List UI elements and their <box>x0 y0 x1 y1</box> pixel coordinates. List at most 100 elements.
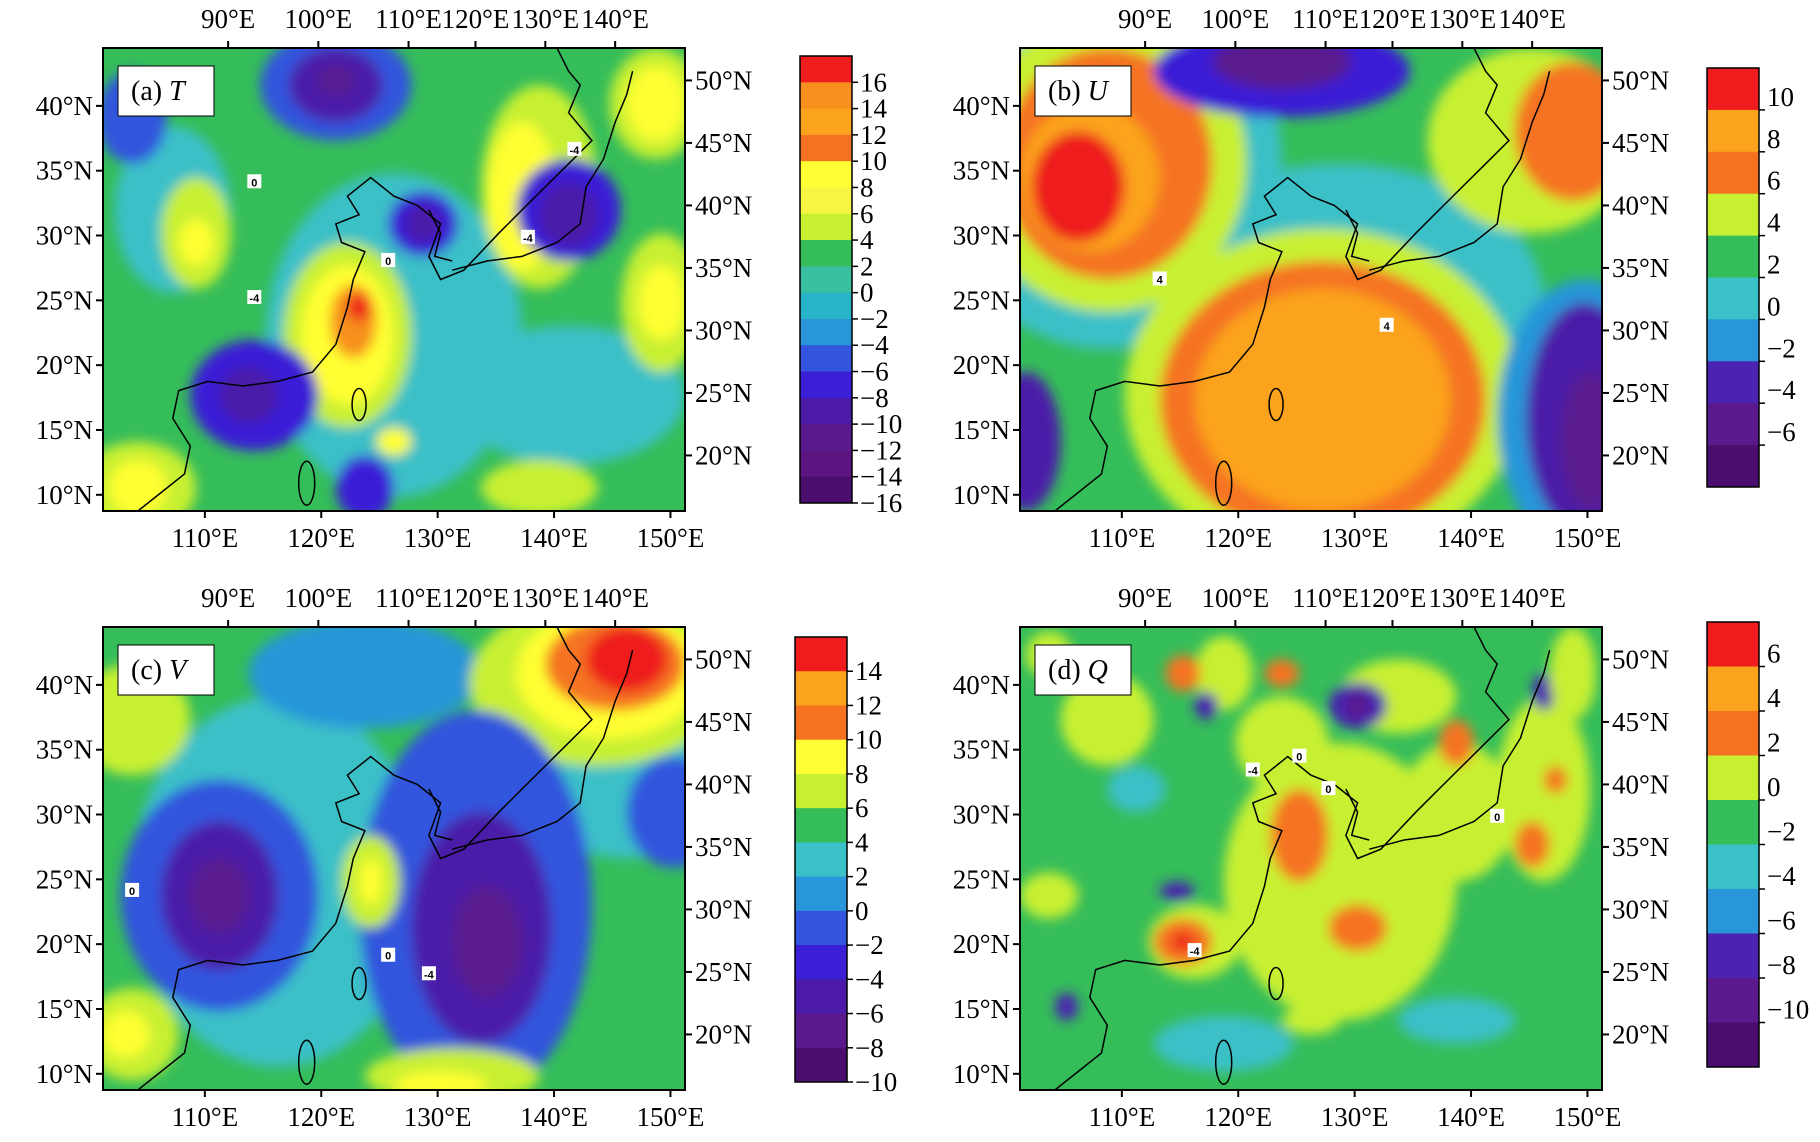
panel-label-prefix: (b) <box>1048 76 1088 107</box>
left-axis-label: 25°N <box>36 864 93 894</box>
contour-blob <box>1031 131 1125 243</box>
left-axis-label: 25°N <box>953 864 1010 894</box>
left-axis-label: 35°N <box>953 156 1010 186</box>
top-axis-label: 130°E <box>511 4 579 34</box>
colorbar-segment <box>800 397 852 425</box>
contour-blob <box>1281 1006 1341 1035</box>
coastline-japan <box>452 71 634 271</box>
contour-blob <box>1020 872 1079 919</box>
right-axis-label: 50°N <box>695 65 752 95</box>
panel-label-text: (c) V <box>131 655 189 686</box>
bottom-axis-label: 120°E <box>287 1102 355 1132</box>
contour-label-box <box>247 174 262 189</box>
colorbar-segment <box>1707 711 1759 756</box>
colorbar-label: 8 <box>855 759 869 789</box>
bottom-axis-label: 140°E <box>520 1102 588 1132</box>
panel-label-box <box>1034 65 1132 117</box>
colorbar-label: −4 <box>860 330 889 360</box>
coastline-japan <box>1369 649 1551 850</box>
contour-blob <box>248 627 482 729</box>
colorbar-label: 4 <box>855 827 869 857</box>
taiwan-outline <box>351 387 367 422</box>
taiwan-outline <box>1268 387 1284 422</box>
colorbar-segment <box>800 266 852 294</box>
panel-label: (d) Q <box>1034 644 1132 696</box>
contour-label-box <box>421 966 436 981</box>
top-axis-label: 130°E <box>1428 4 1496 34</box>
contour-label: -4 <box>1190 946 1201 958</box>
right-axis-label: 35°N <box>695 832 752 862</box>
left-axis-label: 40°N <box>953 670 1010 700</box>
left-axis-label: 20°N <box>953 929 1010 959</box>
coastline <box>137 48 593 511</box>
colorbar-label: 2 <box>855 862 869 892</box>
contour-label-box <box>1187 943 1202 958</box>
contour-label: 0 <box>1296 752 1302 764</box>
left-axis-label: 40°N <box>36 670 93 700</box>
contour-blob <box>1020 372 1061 511</box>
top-axis-label: 120°E <box>442 583 510 613</box>
contour-blob <box>452 325 685 465</box>
contour-blob <box>481 460 598 511</box>
colorbar-segment <box>800 161 852 188</box>
colorbar-segment <box>800 56 852 83</box>
colorbar-segment <box>800 424 852 451</box>
left-axis-label: 10°N <box>36 1059 93 1089</box>
contour-blob <box>1107 765 1166 813</box>
contour-blob <box>190 858 249 933</box>
colorbar-label: 8 <box>1767 124 1781 154</box>
bottom-axis-label: 140°E <box>1437 523 1505 553</box>
colorbar-label: 16 <box>860 67 887 97</box>
colorbar-label: −4 <box>1767 861 1796 891</box>
colorbar-label: 2 <box>1767 250 1781 280</box>
colorbar-segment <box>1707 445 1759 488</box>
contour-blob <box>219 367 278 424</box>
right-axis-label: 35°N <box>1612 253 1669 283</box>
colorbar-segment <box>1707 109 1759 153</box>
right-axis-label: 20°N <box>1612 440 1669 470</box>
contour-blob <box>347 293 371 322</box>
panel-label-var: T <box>169 76 187 107</box>
bottom-axis-label: 110°E <box>171 1102 238 1132</box>
top-axis-label: 100°E <box>1201 583 1269 613</box>
colorbar-label: 0 <box>860 278 874 308</box>
right-axis-label: 25°N <box>1612 957 1669 987</box>
contour-label-box <box>1292 748 1307 763</box>
contour-label: 0 <box>1325 784 1331 796</box>
colorbar-label: −4 <box>855 964 884 994</box>
contour-label: -4 <box>424 969 435 981</box>
taiwan-outline <box>1268 966 1284 1001</box>
colorbar-segment <box>795 979 847 1015</box>
right-axis-label: 25°N <box>1612 378 1669 408</box>
contour-blob <box>586 627 668 692</box>
colorbar-segment <box>1707 403 1759 446</box>
colorbar-label: −6 <box>1767 906 1796 936</box>
left-axis-label: 25°N <box>36 285 93 315</box>
panel-label: (c) V <box>117 644 215 696</box>
colorbar-label: 0 <box>855 896 869 926</box>
contour-blob <box>1165 654 1201 692</box>
left-axis-label: 35°N <box>36 156 93 186</box>
colorbar-frame <box>794 636 848 1083</box>
contour-blob <box>178 219 214 266</box>
top-axis-label: 110°E <box>375 4 442 34</box>
top-axis-label: 110°E <box>1292 4 1359 34</box>
contour-blob <box>1561 372 1602 511</box>
contour-blob <box>1514 61 1602 201</box>
top-axis-label: 120°E <box>1359 4 1427 34</box>
right-axis-label: 20°N <box>695 440 752 470</box>
contour-label-box <box>520 229 535 244</box>
contour-blob <box>1549 627 1597 720</box>
colorbar-segment <box>795 910 847 946</box>
colorbar-segment <box>800 134 852 162</box>
panel-label-var: V <box>169 655 189 686</box>
contour-blob <box>1194 636 1253 711</box>
left-axis-label: 25°N <box>953 285 1010 315</box>
colorbar-segment <box>800 318 852 346</box>
panel-label-var: Q <box>1088 655 1108 686</box>
coastline-japan <box>452 649 634 850</box>
panel-label-prefix: (c) <box>131 655 169 686</box>
contour-blob <box>394 1071 488 1090</box>
panel-label-prefix: (a) <box>131 76 169 107</box>
contour-label: -4 <box>249 293 260 305</box>
